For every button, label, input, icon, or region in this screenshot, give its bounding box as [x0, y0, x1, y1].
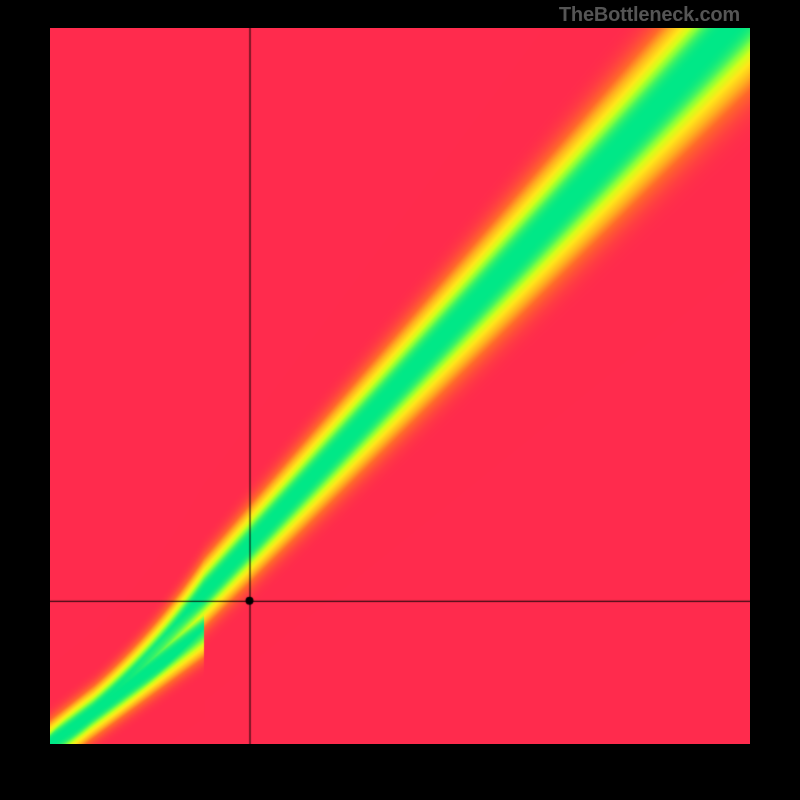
heatmap-canvas: [50, 28, 750, 744]
watermark-text: TheBottleneck.com: [559, 4, 740, 27]
plot-area: [50, 28, 750, 744]
chart-container: TheBottleneck.com: [0, 0, 800, 800]
